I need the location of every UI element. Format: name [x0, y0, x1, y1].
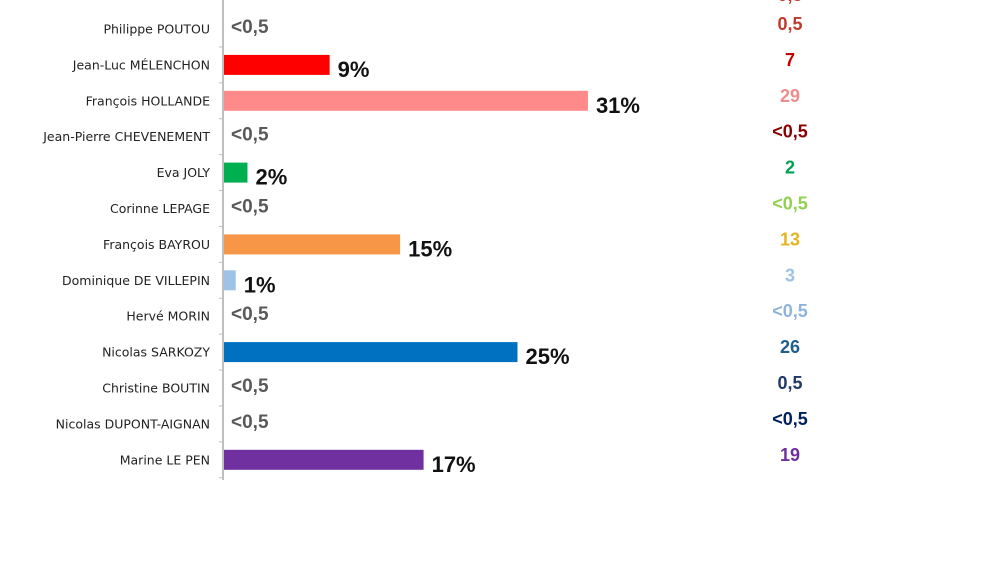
comparison-label: <0,5: [772, 409, 808, 429]
value-label: 31%: [596, 93, 640, 118]
value-label: <0,5: [231, 304, 269, 325]
value-label: 17%: [432, 452, 476, 477]
value-label: 25%: [526, 344, 570, 369]
comparison-label-partial: 0,5: [777, 0, 802, 5]
value-label: <0,5: [231, 125, 269, 146]
bar: [224, 54, 330, 75]
value-label: 9%: [338, 57, 370, 82]
category-label: Dominique DE VILLEPIN: [62, 273, 210, 288]
value-label: 1%: [244, 272, 276, 297]
value-label: 15%: [408, 236, 452, 261]
comparison-label: 26: [780, 337, 800, 357]
category-label: Nicolas DUPONT-AIGNAN: [56, 416, 210, 431]
comparison-label: <0,5: [772, 122, 808, 142]
category-label: Corinne LEPAGE: [110, 201, 210, 216]
bar: [224, 234, 401, 255]
comparison-label: 2: [785, 158, 795, 178]
category-label: Hervé MORIN: [126, 309, 210, 324]
comparison-label: <0,5: [772, 301, 808, 321]
value-label: <0,5: [231, 17, 269, 38]
comparison-label: 7: [785, 50, 795, 70]
value-label: 2%: [255, 165, 287, 190]
category-label: Christine BOUTIN: [102, 381, 210, 396]
value-label: <0,5: [231, 197, 269, 218]
comparison-label: 29: [780, 86, 800, 106]
comparison-label: <0,5: [772, 194, 808, 214]
value-label: <0,5: [231, 412, 269, 433]
bar: [224, 342, 518, 363]
bar: [224, 270, 236, 291]
category-label: Philippe POUTOU: [103, 22, 210, 37]
comparison-label: 0,5: [777, 373, 802, 393]
category-label: Nicolas SARKOZY: [102, 345, 210, 360]
comparison-label: 3: [785, 265, 795, 285]
category-label: Jean-Pierre CHEVENEMENT: [42, 129, 210, 144]
bar: [224, 449, 424, 470]
bar: [224, 90, 588, 111]
value-label: <0,5: [231, 376, 269, 397]
category-label: François HOLLANDE: [86, 93, 210, 108]
category-label: Marine LE PEN: [120, 452, 210, 467]
comparison-label: 0,5: [777, 14, 802, 34]
comparison-label: 13: [780, 229, 800, 249]
category-label: François BAYROU: [103, 237, 210, 252]
bar: [224, 162, 248, 183]
category-label: Eva JOLY: [157, 165, 211, 180]
category-label: Jean-Luc MÉLENCHON: [72, 57, 210, 72]
comparison-label: 19: [780, 445, 800, 465]
